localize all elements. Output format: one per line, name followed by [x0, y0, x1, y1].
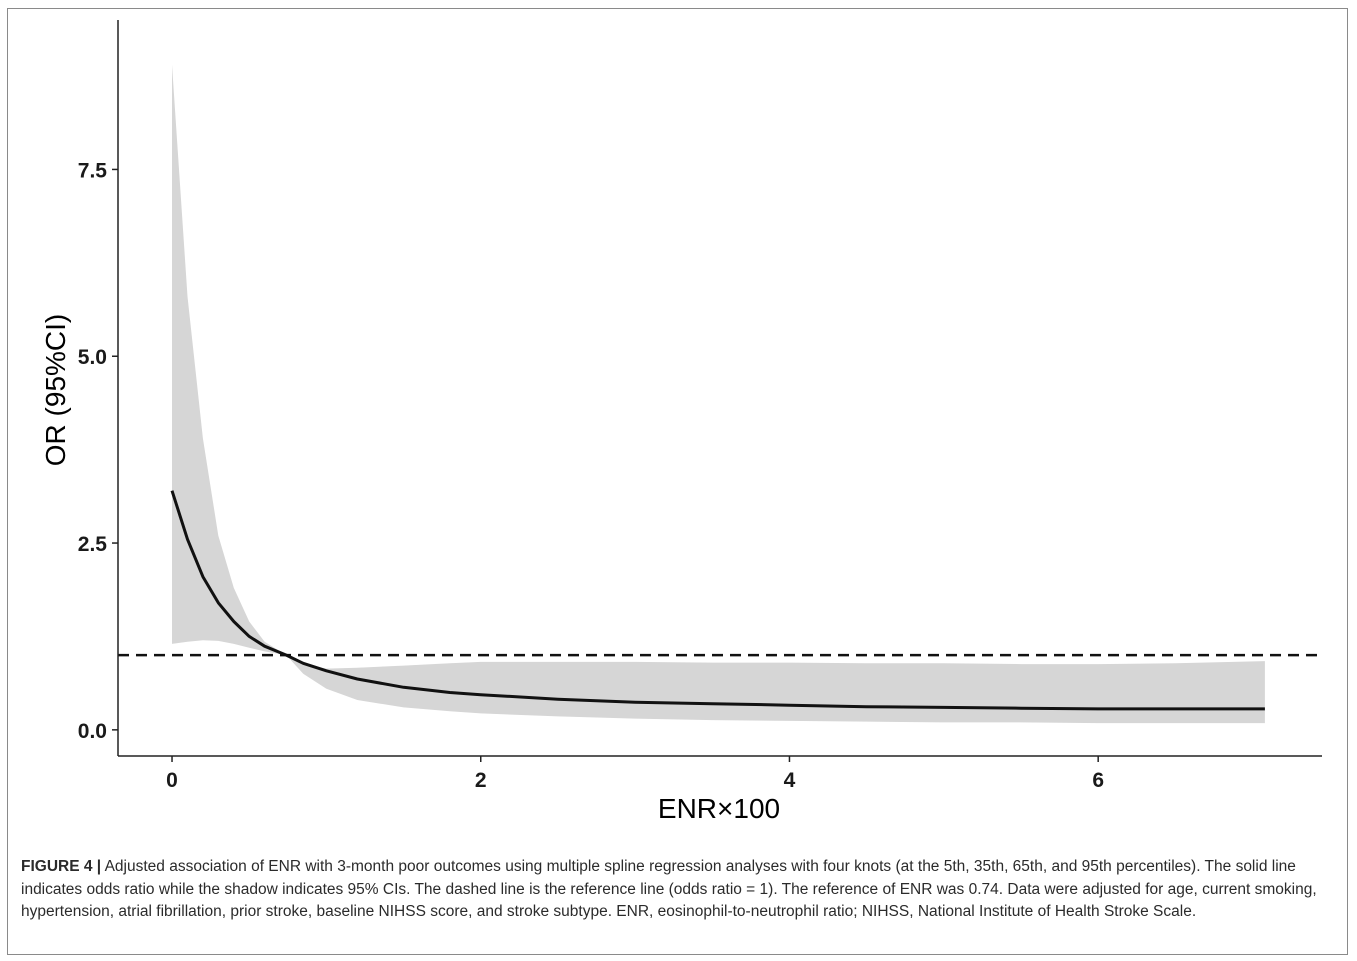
- x-axis-title: ENR×100: [658, 793, 780, 824]
- ticks: 0 2 4 6 0.0 2.5 5.0 7.5: [78, 159, 1104, 792]
- odds-ratio-line: [170, 490, 1265, 711]
- figure-frame: [7, 8, 1348, 955]
- y-tick-label: 2.5: [78, 533, 108, 556]
- ci-band: [172, 64, 1265, 724]
- y-tick-label: 7.5: [78, 159, 108, 182]
- chart: 0 2 4 6 0.0 2.5 5.0 7.5 ENR×100 OR (95%CI): [40, 20, 1322, 824]
- y-tick-label: 0.0: [78, 720, 107, 743]
- figure-caption: FIGURE 4 | Adjusted association of ENR w…: [21, 856, 1339, 924]
- axes: [117, 20, 1322, 757]
- y-tick-label: 5.0: [78, 346, 107, 369]
- x-tick-label: 2: [475, 769, 487, 792]
- caption-label: FIGURE 4 |: [21, 858, 102, 875]
- x-tick-label: 4: [784, 769, 796, 792]
- y-axis-title: OR (95%CI): [40, 314, 71, 466]
- x-tick-label: 0: [166, 769, 178, 792]
- caption-text: Adjusted association of ENR with 3-month…: [21, 858, 1317, 920]
- plot-area: [118, 64, 1322, 724]
- x-tick-label: 6: [1092, 769, 1104, 792]
